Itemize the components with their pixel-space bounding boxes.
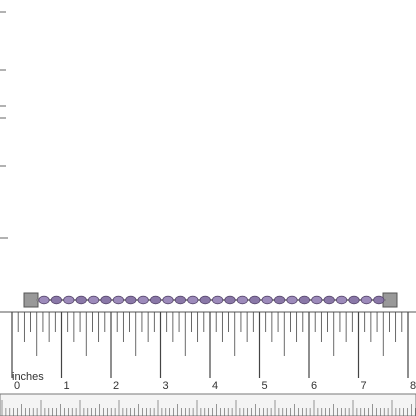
gem: [125, 295, 137, 305]
gem: [162, 295, 174, 305]
gem: [298, 295, 310, 305]
gem: [360, 295, 372, 305]
gem: [323, 295, 335, 305]
gem: [50, 295, 63, 305]
gem: [199, 295, 211, 305]
inch-label: 3: [163, 380, 169, 392]
ruler: inches 0 1 2 3 4 5 6 7 8: [0, 311, 416, 416]
gem: [236, 295, 248, 305]
gem: [38, 295, 50, 305]
inch-label: 7: [361, 380, 367, 392]
gem: [348, 295, 360, 305]
metric-strip: [0, 393, 416, 416]
gem: [63, 295, 75, 305]
inch-label: 8: [410, 380, 416, 392]
inch-label: 2: [113, 380, 119, 392]
gem: [249, 295, 261, 305]
inch-label: 6: [311, 380, 317, 392]
gem: [75, 295, 87, 305]
gem: [224, 295, 236, 305]
inch-label: 4: [212, 380, 218, 392]
gem: [286, 295, 298, 305]
inch-label: 0: [14, 380, 20, 392]
gem: [311, 295, 323, 305]
gem: [100, 295, 112, 305]
inch-label: 1: [64, 380, 70, 392]
gem: [174, 295, 186, 305]
unit-label: inches: [12, 371, 44, 383]
gem: [187, 295, 199, 305]
gem: [273, 295, 286, 305]
inch-label: 5: [262, 380, 268, 392]
gem: [373, 295, 385, 305]
left-edge-marks: [0, 11, 8, 239]
clasp: [23, 292, 39, 308]
gem: [88, 295, 100, 305]
bracelet: [23, 292, 398, 308]
gem: [137, 295, 149, 305]
gem: [112, 295, 125, 305]
gem: [261, 295, 273, 305]
gem: [212, 295, 224, 305]
gem: [335, 295, 348, 305]
gem: [150, 295, 162, 305]
